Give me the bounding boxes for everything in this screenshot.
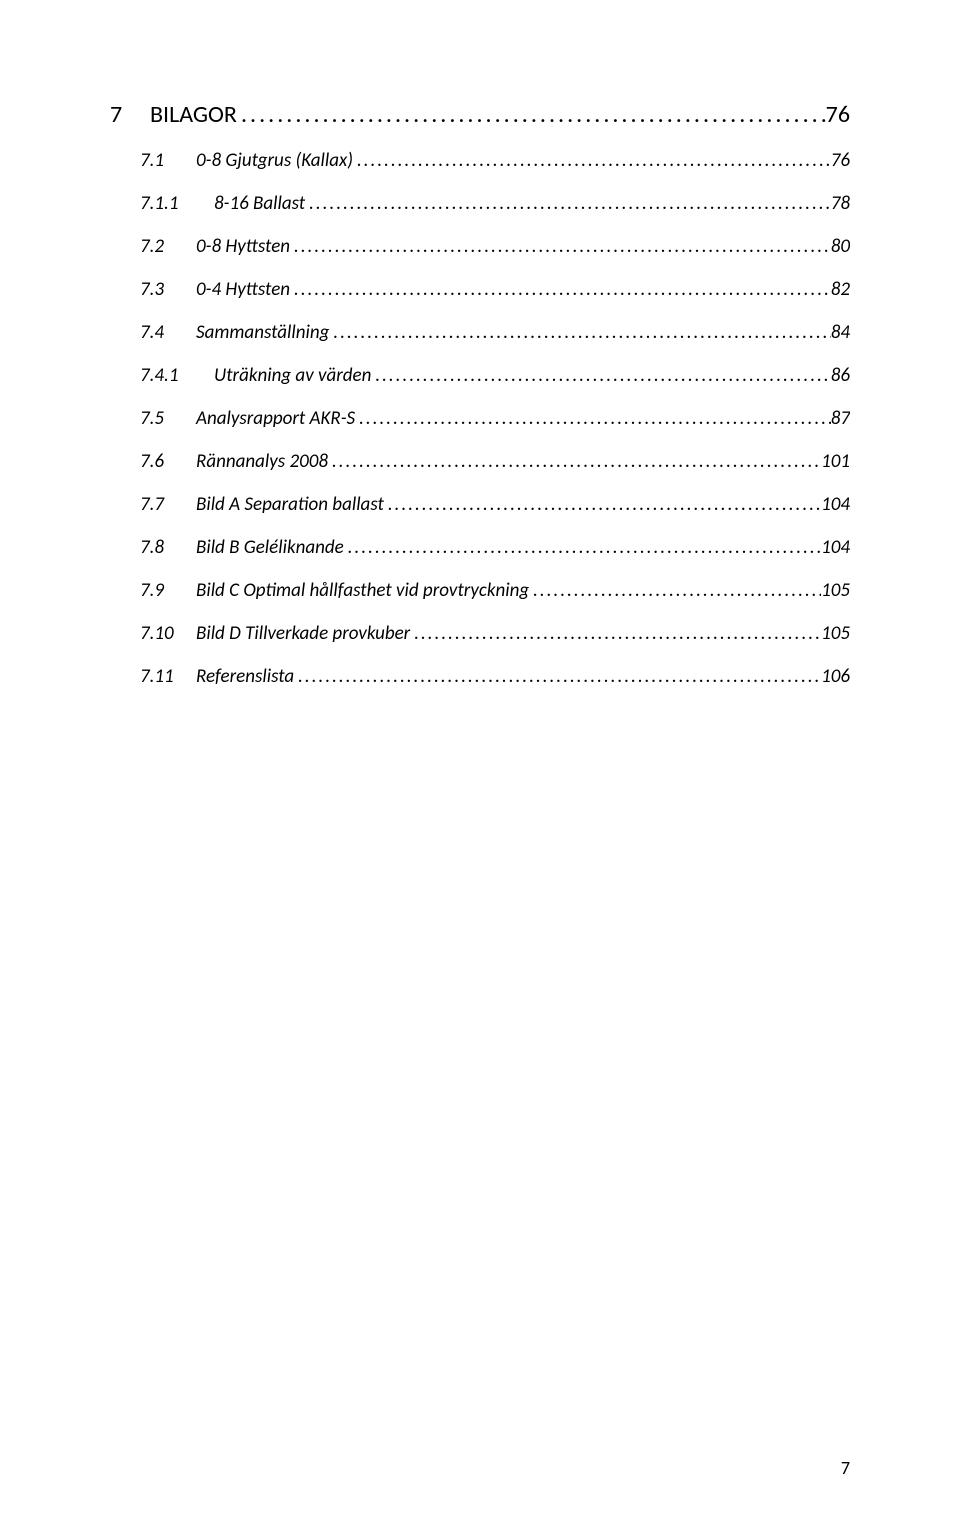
toc-leader-dots [529, 579, 821, 602]
toc-entry-page: 104 [821, 536, 850, 559]
toc-entry-title: Analysrapport AKR-S [196, 407, 355, 430]
page-number: 7 [841, 1457, 850, 1479]
toc-entry-number: 7.6 [140, 450, 196, 473]
toc-entry: 7.10-8 Gjutgrus (Kallax) 76 [140, 149, 850, 172]
toc-entry-number: 7.7 [140, 493, 196, 516]
toc-entry-number: 7.1 [140, 149, 196, 172]
toc-entry: 7.20-8 Hyttsten 80 [140, 235, 850, 258]
toc-entry-page: 76 [826, 100, 850, 129]
toc-entry-number: 7.10 [140, 622, 196, 645]
table-of-contents: 7BILAGOR 76 7.10-8 Gjutgrus (Kallax) 76 7.1.… [110, 100, 850, 688]
document-page: 7BILAGOR767.10-8 Gjutgrus (Kallax)767.1.… [0, 0, 960, 1539]
toc-entry: 7.9Bild C Optimal hållfasthet vid provtr… [140, 579, 850, 602]
toc-entry-title: BILAGOR [150, 100, 237, 129]
toc-entry-number: 7.1.1 [140, 192, 214, 215]
toc-entry-title: 0-8 Gjutgrus (Kallax) [196, 149, 353, 172]
toc-leader-dots [290, 235, 831, 258]
toc-entry-number: 7.4.1 [140, 364, 214, 387]
toc-entry-title: Uträkning av värden [214, 364, 371, 387]
toc-entry-number: 7.3 [140, 278, 196, 301]
toc-entry-number: 7.11 [140, 665, 196, 688]
toc-entry-title: Rännanalys 2008 [196, 450, 328, 473]
toc-entry-title: 8-16 Ballast [214, 192, 305, 215]
toc-entry: 7.5Analysrapport AKR-S 87 [140, 407, 850, 430]
toc-entry-title: 0-4 Hyttsten [196, 278, 290, 301]
toc-entry-title: Bild A Separation ballast [196, 493, 384, 516]
toc-leader-dots [371, 364, 830, 387]
toc-leader-dots [328, 450, 821, 473]
toc-leader-dots [410, 622, 821, 645]
toc-leader-dots [355, 407, 831, 430]
toc-entry-number: 7.4 [140, 321, 196, 344]
toc-entry-title: Referenslista [196, 665, 294, 688]
toc-entry-page: 84 [831, 321, 850, 344]
toc-entry-number: 7.5 [140, 407, 196, 430]
toc-entry-page: 87 [831, 407, 850, 430]
toc-leader-dots [290, 278, 831, 301]
toc-entry-page: 86 [831, 364, 850, 387]
toc-entry: 7.4.1Uträkning av värden 86 [140, 364, 850, 387]
toc-entry-page: 76 [831, 149, 850, 172]
toc-entry-number: 7 [110, 100, 150, 129]
toc-entry-title: Bild C Optimal hållfasthet vid provtryck… [196, 579, 529, 602]
toc-entry: 7.10Bild D Tillverkade provkuber 105 [140, 622, 850, 645]
toc-entry-page: 80 [831, 235, 850, 258]
toc-entry-number: 7.2 [140, 235, 196, 258]
toc-leader-dots [353, 149, 831, 172]
toc-entry: 7.6Rännanalys 2008 101 [140, 450, 850, 473]
toc-entry-page: 105 [821, 579, 850, 602]
toc-entry: 7BILAGOR 76 [110, 100, 850, 129]
toc-entry-title: 0-8 Hyttsten [196, 235, 290, 258]
toc-entry: 7.7Bild A Separation ballast 104 [140, 493, 850, 516]
toc-entry: 7.4Sammanställning 84 [140, 321, 850, 344]
toc-entry-page: 105 [821, 622, 850, 645]
toc-entry: 7.11Referenslista 106 [140, 665, 850, 688]
toc-entry-number: 7.9 [140, 579, 196, 602]
toc-entry: 7.30-4 Hyttsten 82 [140, 278, 850, 301]
toc-leader-dots [294, 665, 821, 688]
toc-entry-page: 106 [821, 665, 850, 688]
toc-entry-title: Bild D Tillverkade provkuber [196, 622, 410, 645]
toc-entry-page: 104 [821, 493, 850, 516]
toc-leader-dots [329, 321, 830, 344]
toc-leader-dots [305, 192, 831, 215]
toc-entry-number: 7.8 [140, 536, 196, 559]
toc-entry: 7.8Bild B Geléliknande 104 [140, 536, 850, 559]
toc-leader-dots [384, 493, 821, 516]
toc-entry-page: 101 [821, 450, 850, 473]
toc-entry-page: 78 [831, 192, 850, 215]
toc-leader-dots [237, 100, 826, 129]
toc-leader-dots [344, 536, 821, 559]
toc-entry-title: Bild B Geléliknande [196, 536, 344, 559]
toc-entry-title: Sammanställning [196, 321, 329, 344]
toc-entry: 7.1.18-16 Ballast 78 [140, 192, 850, 215]
toc-entry-page: 82 [831, 278, 850, 301]
